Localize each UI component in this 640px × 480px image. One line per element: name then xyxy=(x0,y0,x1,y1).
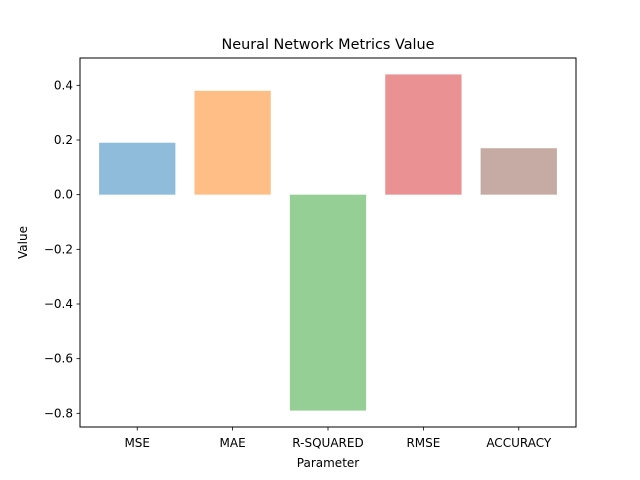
x-tick-label: RMSE xyxy=(406,436,440,450)
x-axis-ticks: MSE MAE R-SQUARED RMSE ACCURACY xyxy=(124,427,552,450)
y-axis-label: Value xyxy=(16,226,30,259)
x-axis-label: Parameter xyxy=(297,456,359,470)
y-tick-label: 0.4 xyxy=(54,78,73,92)
x-tick-label: R-SQUARED xyxy=(292,436,363,450)
bar-mae xyxy=(194,90,271,195)
y-tick-label: 0.2 xyxy=(54,133,73,147)
y-tick-label: −0.4 xyxy=(44,297,73,311)
x-tick-label: MAE xyxy=(220,436,246,450)
x-tick-label: ACCURACY xyxy=(486,436,552,450)
y-axis-ticks: −0.8 −0.6 −0.4 −0.2 0.0 0.2 0.4 xyxy=(44,78,80,420)
bar-accuracy xyxy=(480,148,557,195)
bar-r-squared xyxy=(289,194,367,411)
bar-mse xyxy=(99,142,176,195)
bar-rmse xyxy=(385,74,462,195)
chart-title: Neural Network Metrics Value xyxy=(221,37,434,53)
y-tick-label: 0.0 xyxy=(54,188,73,202)
bars-group xyxy=(99,74,557,411)
x-tick-label: MSE xyxy=(124,436,150,450)
y-tick-label: −0.6 xyxy=(44,352,73,366)
y-tick-label: −0.2 xyxy=(44,242,73,256)
y-tick-label: −0.8 xyxy=(44,406,73,420)
